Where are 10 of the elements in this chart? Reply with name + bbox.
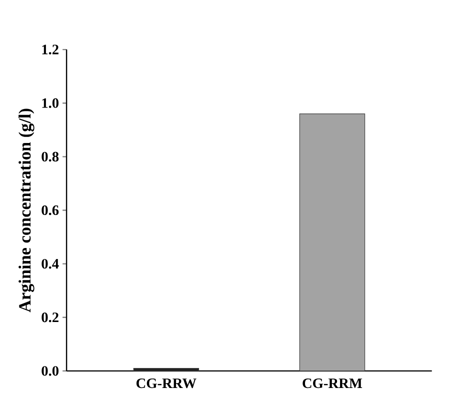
y-tick-label: 0.2	[42, 312, 58, 322]
y-tick-label: 1.0	[42, 98, 59, 108]
y-axis-title: Arginine concentration (g/l)	[18, 108, 34, 312]
y-tick-label: 0.8	[42, 152, 59, 162]
y-tick-label: 0.4	[42, 258, 59, 269]
y-tick-label: 0.0	[42, 366, 59, 376]
y-tick-label: 0.6	[42, 205, 59, 216]
x-tick-label: CG-RRM	[302, 378, 362, 388]
x-tick-label: CG-RRW	[136, 378, 196, 388]
y-tick-label: 1.2	[42, 44, 58, 54]
